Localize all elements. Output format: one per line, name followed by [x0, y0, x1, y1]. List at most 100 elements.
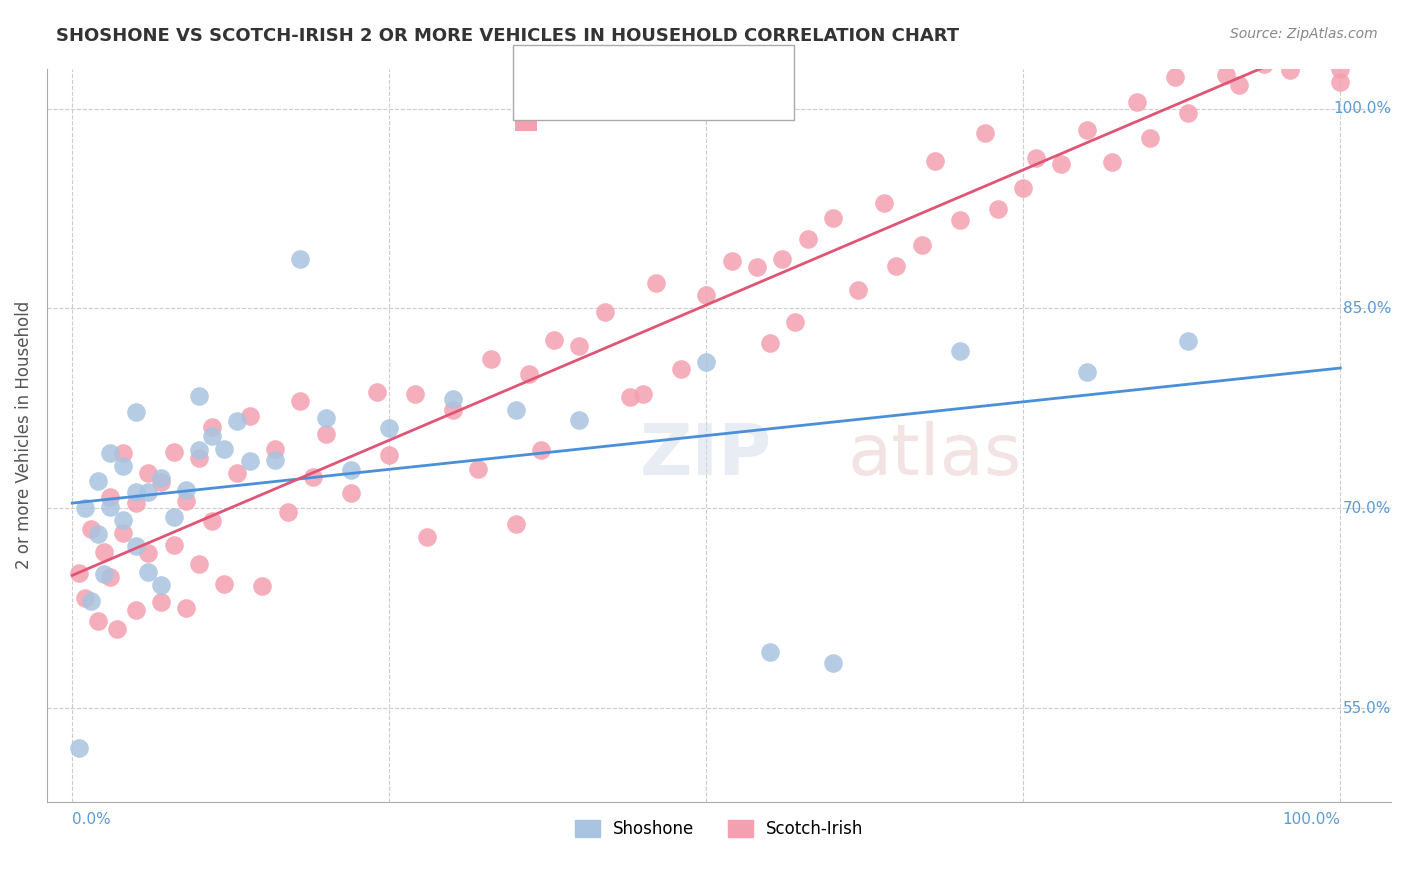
Point: [150, 475, 173, 490]
Point: [1177, 106, 1199, 120]
Point: [669, 362, 692, 376]
Point: [340, 486, 363, 500]
Point: [150, 471, 173, 485]
Point: [1076, 365, 1098, 379]
Point: [1012, 181, 1035, 195]
Point: [619, 391, 641, 405]
Point: [188, 558, 211, 572]
Point: [98, 446, 121, 460]
Point: [720, 254, 742, 268]
Point: [505, 517, 527, 532]
Point: [239, 409, 262, 424]
Text: 100.0%: 100.0%: [1282, 813, 1340, 827]
Text: 55.0%: 55.0%: [1343, 701, 1391, 715]
Point: [98, 490, 121, 504]
Point: [823, 211, 845, 225]
Point: [366, 385, 388, 400]
Point: [277, 504, 299, 518]
Point: [86, 614, 108, 628]
Point: [505, 402, 527, 417]
Point: [124, 539, 146, 553]
Point: [111, 512, 134, 526]
Point: [924, 154, 946, 169]
Point: [1303, 2, 1326, 16]
Point: [1329, 75, 1351, 89]
Point: [441, 392, 464, 406]
Point: [315, 410, 337, 425]
Point: [80, 594, 103, 608]
Point: [136, 546, 159, 560]
Point: [1177, 334, 1199, 349]
Point: [73, 591, 96, 605]
Point: [1265, 27, 1288, 41]
Point: [201, 429, 224, 443]
Point: [105, 622, 128, 636]
Point: [1329, 35, 1351, 49]
Point: [378, 421, 401, 435]
Point: [911, 238, 934, 252]
Point: [1139, 131, 1161, 145]
Text: 100.0%: 100.0%: [1333, 101, 1391, 116]
Point: [163, 510, 186, 524]
Point: [188, 389, 211, 403]
Point: [530, 443, 553, 458]
Point: [214, 442, 236, 456]
Point: [124, 485, 146, 500]
Point: [93, 566, 115, 581]
Point: [111, 526, 134, 541]
Point: [1215, 69, 1237, 83]
Point: [252, 579, 274, 593]
Point: [758, 336, 780, 351]
Point: [1329, 8, 1351, 22]
Point: [1227, 78, 1250, 92]
Point: [67, 741, 90, 756]
Point: [974, 126, 997, 140]
Point: [111, 459, 134, 474]
Point: [416, 530, 439, 544]
Point: [302, 470, 325, 484]
Point: [770, 252, 793, 267]
Point: [150, 577, 173, 591]
Point: [479, 351, 502, 366]
Point: [86, 527, 108, 541]
Text: Source: ZipAtlas.com: Source: ZipAtlas.com: [1230, 27, 1378, 41]
Point: [1202, 45, 1225, 60]
Point: [987, 202, 1010, 217]
Point: [163, 538, 186, 552]
Point: [695, 288, 717, 302]
Point: [1329, 21, 1351, 36]
Point: [98, 500, 121, 514]
Text: atlas: atlas: [848, 420, 1022, 490]
Point: [949, 344, 972, 359]
Point: [136, 565, 159, 579]
Point: [1329, 35, 1351, 49]
Point: [226, 466, 249, 480]
Point: [568, 413, 591, 427]
Point: [517, 367, 540, 381]
Point: [86, 474, 108, 488]
Point: [404, 387, 426, 401]
Point: [73, 500, 96, 515]
Point: [98, 570, 121, 584]
Point: [886, 259, 908, 273]
Point: [1164, 70, 1187, 84]
Point: [93, 545, 115, 559]
Point: [467, 462, 489, 476]
Point: [1329, 21, 1351, 36]
Point: [1025, 151, 1047, 165]
Point: [226, 414, 249, 428]
Point: [201, 420, 224, 434]
Point: [745, 260, 768, 274]
Point: [150, 595, 173, 609]
Point: [644, 277, 666, 291]
Point: [1329, 48, 1351, 62]
Point: [631, 386, 654, 401]
Point: [239, 454, 262, 468]
Point: [378, 448, 401, 462]
Point: [593, 304, 616, 318]
Point: [1076, 123, 1098, 137]
Point: [124, 496, 146, 510]
Point: [176, 494, 198, 508]
Point: [290, 394, 312, 409]
Point: [1291, 33, 1313, 47]
